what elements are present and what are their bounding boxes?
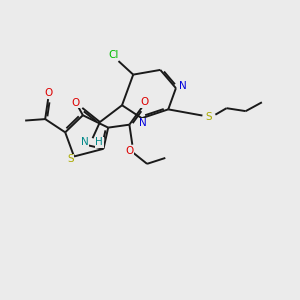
Text: N: N: [178, 81, 186, 91]
Text: O: O: [125, 146, 134, 156]
Text: S: S: [67, 154, 74, 164]
Text: O: O: [141, 97, 149, 107]
Text: O: O: [45, 88, 53, 98]
Text: Cl: Cl: [108, 50, 119, 60]
Text: N: N: [140, 118, 147, 128]
Text: H: H: [95, 137, 103, 147]
Text: O: O: [72, 98, 80, 108]
Text: S: S: [206, 112, 212, 122]
Text: N: N: [81, 137, 88, 147]
